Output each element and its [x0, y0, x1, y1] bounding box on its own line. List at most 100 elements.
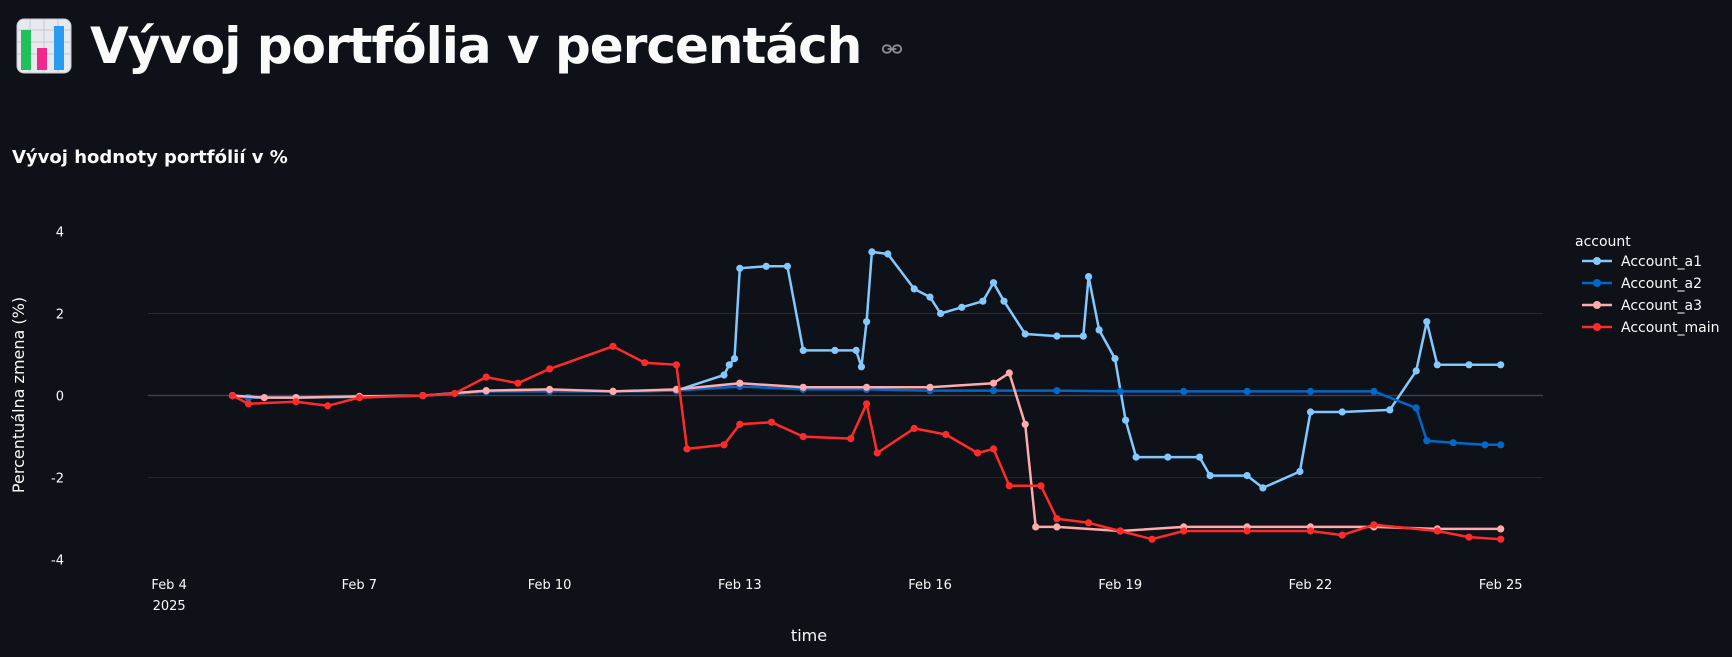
data-point[interactable]	[979, 297, 987, 305]
data-point[interactable]	[1497, 361, 1505, 369]
data-point[interactable]	[1412, 404, 1420, 412]
data-point[interactable]	[546, 365, 554, 373]
data-point[interactable]	[1423, 437, 1431, 445]
data-point[interactable]	[1243, 527, 1251, 535]
data-point[interactable]	[974, 449, 982, 457]
data-point[interactable]	[868, 248, 876, 256]
data-point[interactable]	[1497, 525, 1505, 533]
data-point[interactable]	[1243, 472, 1251, 480]
series-Account_a1[interactable]	[228, 248, 1505, 492]
data-point[interactable]	[355, 394, 363, 402]
data-point[interactable]	[1433, 361, 1441, 369]
data-point[interactable]	[958, 303, 966, 311]
data-point[interactable]	[1005, 369, 1013, 377]
data-point[interactable]	[450, 389, 459, 398]
data-point[interactable]	[736, 379, 744, 387]
data-point[interactable]	[1338, 531, 1346, 539]
data-point[interactable]	[910, 285, 918, 293]
data-point[interactable]	[1180, 387, 1188, 395]
data-point[interactable]	[419, 392, 427, 400]
data-point[interactable]	[926, 293, 934, 301]
data-point[interactable]	[324, 402, 332, 410]
legend-item-Account_a3[interactable]: Account_a3	[1582, 298, 1702, 314]
data-point[interactable]	[863, 318, 871, 326]
series-line[interactable]	[231, 345, 1501, 541]
data-point[interactable]	[762, 262, 770, 270]
series-line[interactable]	[232, 250, 1501, 490]
data-point[interactable]	[1132, 453, 1140, 461]
data-point[interactable]	[1164, 453, 1172, 461]
legend-item-Account_a2[interactable]: Account_a2	[1582, 276, 1702, 292]
data-point[interactable]	[609, 387, 617, 395]
data-point[interactable]	[799, 346, 807, 354]
data-point[interactable]	[1259, 484, 1267, 492]
data-point[interactable]	[852, 346, 860, 354]
legend-item-Account_main[interactable]: Account_main	[1582, 320, 1720, 336]
data-point[interactable]	[641, 359, 649, 367]
data-point[interactable]	[1053, 523, 1061, 531]
data-point[interactable]	[683, 445, 691, 453]
series-Account_main[interactable]	[228, 342, 1505, 543]
data-point[interactable]	[767, 418, 776, 426]
data-point[interactable]	[292, 398, 300, 406]
data-point[interactable]	[799, 433, 807, 441]
data-point[interactable]	[1037, 482, 1045, 490]
data-point[interactable]	[1433, 527, 1441, 535]
data-point[interactable]	[1449, 439, 1457, 447]
data-point[interactable]	[1195, 453, 1204, 461]
data-point[interactable]	[942, 430, 950, 439]
data-point[interactable]	[1206, 472, 1214, 480]
data-point[interactable]	[910, 424, 918, 432]
data-point[interactable]	[1465, 361, 1473, 369]
data-point[interactable]	[1079, 332, 1087, 340]
data-point[interactable]	[1306, 527, 1315, 535]
series-Account_a2[interactable]	[228, 382, 1505, 449]
data-point[interactable]	[1243, 387, 1251, 395]
data-point[interactable]	[989, 379, 998, 387]
data-point[interactable]	[1296, 467, 1304, 476]
link-icon[interactable]	[881, 38, 903, 60]
legend-item-Account_a1[interactable]: Account_a1	[1582, 254, 1702, 270]
data-point[interactable]	[260, 394, 268, 402]
data-point[interactable]	[1111, 355, 1119, 363]
data-point[interactable]	[1053, 387, 1061, 395]
data-point[interactable]	[1005, 482, 1013, 490]
data-point[interactable]	[989, 445, 998, 453]
data-point[interactable]	[1000, 297, 1008, 305]
data-point[interactable]	[1386, 406, 1394, 414]
data-point[interactable]	[1053, 515, 1061, 523]
data-point[interactable]	[1116, 387, 1124, 395]
data-point[interactable]	[1085, 273, 1093, 281]
data-point[interactable]	[725, 361, 733, 369]
data-point[interactable]	[482, 373, 490, 381]
data-point[interactable]	[1053, 332, 1061, 340]
data-point[interactable]	[720, 371, 728, 379]
data-point[interactable]	[1412, 367, 1420, 375]
data-point[interactable]	[884, 250, 892, 258]
data-point[interactable]	[783, 262, 792, 270]
data-point[interactable]	[937, 309, 945, 318]
data-point[interactable]	[926, 383, 934, 391]
data-point[interactable]	[799, 383, 807, 391]
data-point[interactable]	[1148, 535, 1156, 543]
data-point[interactable]	[1370, 521, 1378, 529]
data-point[interactable]	[1021, 420, 1029, 428]
data-point[interactable]	[244, 400, 252, 408]
data-point[interactable]	[609, 342, 617, 350]
data-point[interactable]	[1481, 441, 1489, 449]
data-point[interactable]	[720, 441, 728, 449]
data-point[interactable]	[857, 363, 866, 371]
data-point[interactable]	[989, 279, 998, 287]
data-point[interactable]	[1423, 318, 1431, 326]
data-point[interactable]	[1497, 441, 1505, 449]
data-point[interactable]	[482, 387, 490, 395]
data-point[interactable]	[1021, 330, 1029, 338]
data-point[interactable]	[1085, 519, 1093, 527]
data-point[interactable]	[873, 449, 881, 457]
data-point[interactable]	[1116, 527, 1124, 535]
data-point[interactable]	[1497, 535, 1505, 543]
data-point[interactable]	[514, 379, 522, 387]
data-point[interactable]	[672, 361, 681, 369]
data-point[interactable]	[546, 385, 554, 393]
